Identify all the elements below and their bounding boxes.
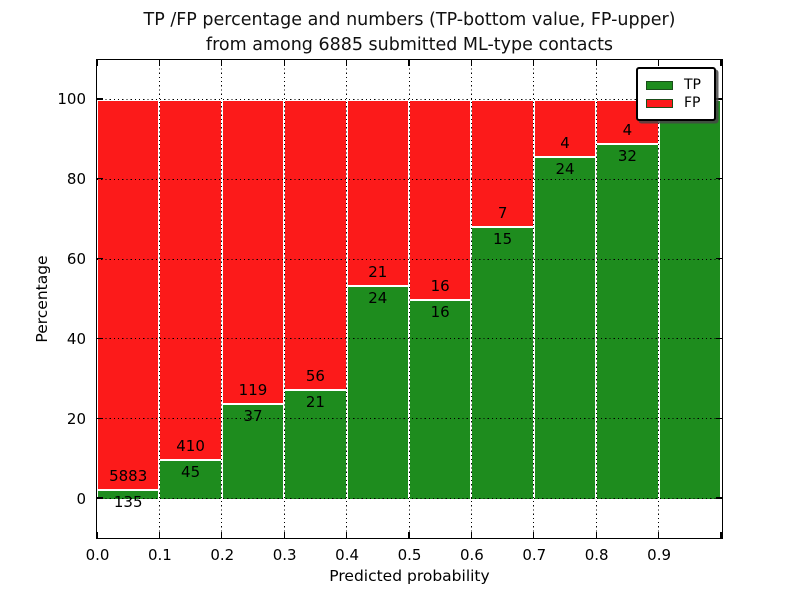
- x-tick-label: 0.9: [647, 546, 672, 564]
- y-tick-mark: [97, 497, 103, 499]
- bar-segment-tp: [658, 99, 721, 500]
- bar-count-label-fp: 56: [305, 367, 325, 386]
- chart-title-line-1: TP /FP percentage and numbers (TP-bottom…: [143, 10, 676, 30]
- legend: TP FP: [636, 67, 716, 121]
- bar-count-label-tp: 45: [181, 462, 201, 481]
- y-tick-label: 40: [66, 329, 86, 348]
- gridline-horizontal: [97, 338, 721, 340]
- gridline-vertical: [533, 60, 535, 537]
- gridline-vertical: [408, 60, 410, 537]
- gridline-vertical: [346, 60, 348, 537]
- x-tick-label: 0.3: [272, 546, 297, 564]
- bar-segment-tp: [346, 286, 409, 500]
- bar-count-label-fp: 7: [497, 203, 508, 222]
- bar-count-label-tp: 16: [430, 302, 450, 321]
- bar-count-label-fp: 4: [622, 121, 633, 140]
- x-tick-label: 0.0: [85, 546, 110, 564]
- legend-item-fp: FP: [646, 95, 706, 111]
- y-tick-mark: [97, 257, 103, 260]
- bar-segment-fp: [346, 99, 409, 287]
- y-tick-mark: [716, 257, 722, 260]
- bar-segment-tp: [596, 144, 659, 500]
- x-tick-label: 0.5: [397, 546, 422, 564]
- bar-segment-tp: [533, 156, 597, 500]
- bar-segment-fp: [221, 99, 285, 405]
- x-tick-mark: [96, 532, 98, 538]
- bar-count-label-tp: 37: [243, 407, 263, 426]
- gridline-horizontal: [97, 258, 721, 260]
- chart-title: TP /FP percentage and numbers (TP-bottom…: [96, 8, 723, 58]
- x-tick-label: 0.7: [522, 546, 547, 564]
- bar-count-label-tp: 15: [493, 229, 513, 248]
- bar-segment-tp: [97, 490, 160, 500]
- x-tick-label: 0.4: [335, 546, 360, 564]
- bar-count-label-tp: 32: [617, 147, 637, 166]
- gridline-horizontal: [97, 98, 721, 100]
- bar-count-label-tp: 135: [113, 493, 143, 512]
- y-tick-label: 0: [76, 489, 86, 508]
- bar-count-label-fp: 21: [368, 263, 388, 282]
- x-axis-label: Predicted probability: [329, 567, 490, 585]
- y-tick-mark: [716, 497, 722, 499]
- bar-count-label-tp: 24: [555, 159, 575, 178]
- bar-count-label-fp: 16: [430, 276, 450, 295]
- gridline-horizontal: [97, 418, 721, 420]
- gridline-horizontal: [97, 178, 721, 180]
- x-tick-mark: [720, 60, 722, 66]
- bar-segment-tp: [284, 390, 347, 500]
- bar-segment-tp: [409, 299, 472, 500]
- bar-segment-tp: [159, 459, 222, 500]
- gridline-horizontal: [97, 498, 721, 500]
- bar-segment-fp: [471, 99, 534, 227]
- y-tick-label: 80: [66, 170, 86, 189]
- bar-segment-fp: [97, 99, 160, 491]
- x-tick-label: 0.1: [147, 546, 172, 564]
- bar-count-label-fp: 4: [560, 133, 570, 152]
- legend-item-tp: TP: [646, 77, 706, 93]
- x-tick-label: 0.2: [210, 546, 235, 564]
- y-tick-mark: [716, 178, 722, 180]
- plot-area: TP FP 135 5883 45 410 37 119 21 56 24 21 16 16 15 7 24…: [96, 59, 723, 539]
- bar-count-label-fp: 5883: [109, 467, 148, 486]
- bar-segment-tp: [221, 404, 285, 500]
- bar-segment-fp: [284, 99, 347, 391]
- legend-fp-label: FP: [684, 95, 701, 111]
- y-tick-label: 60: [66, 250, 86, 269]
- x-tick-mark: [96, 60, 98, 66]
- bar-segment-fp: [409, 99, 472, 300]
- y-tick-label: 100: [57, 90, 86, 109]
- gridline-vertical: [158, 60, 160, 537]
- gridline-vertical: [595, 60, 597, 537]
- bar-count-label-tp: 21: [305, 393, 325, 412]
- legend-tp-label: TP: [684, 77, 701, 93]
- y-tick-label: 20: [66, 409, 86, 428]
- legend-tp-swatch-icon: [646, 80, 673, 90]
- gridline-vertical: [658, 60, 660, 537]
- gridline-vertical: [283, 60, 285, 537]
- bar-count-label-fp: 410: [176, 436, 205, 455]
- bar-segment-fp: [159, 99, 222, 460]
- x-tick-mark: [720, 532, 722, 538]
- bar-segment-tp: [471, 226, 534, 500]
- gridline-vertical: [470, 60, 472, 537]
- bar-segment-fp: [533, 99, 597, 157]
- bar-count-label-tp: 24: [368, 289, 388, 308]
- y-tick-mark: [97, 178, 103, 180]
- chart-title-line-2: from among 6885 submitted ML-type contac…: [205, 35, 614, 55]
- x-tick-label: 0.6: [459, 546, 484, 564]
- legend-fp-swatch-icon: [646, 98, 673, 108]
- bar-count-label-fp: 119: [238, 381, 268, 400]
- gridline-vertical: [221, 60, 223, 537]
- x-tick-label: 0.8: [584, 546, 609, 564]
